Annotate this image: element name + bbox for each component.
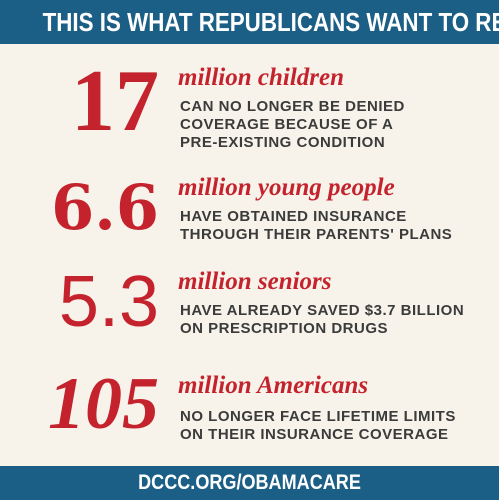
stat-description-line: COVERAGE BECAUSE OF A bbox=[180, 116, 394, 133]
footer-banner: DCCC.ORG/OBAMACARE bbox=[0, 466, 499, 500]
stat-number: 6.6 bbox=[51, 171, 159, 244]
footer-url[interactable]: DCCC.ORG/OBAMACARE bbox=[138, 471, 361, 494]
stat-lead: million young people bbox=[178, 174, 395, 201]
stat-lead: million children bbox=[178, 64, 345, 91]
stat-lead: million Americans bbox=[178, 372, 369, 399]
stat-number: 5.3 bbox=[58, 262, 159, 342]
stat-description-line: NO LONGER FACE LIFETIME LIMITS bbox=[180, 408, 456, 425]
stat-description-line: HAVE OBTAINED INSURANCE bbox=[180, 208, 407, 225]
stat-young-people: 6.6 million young people HAVE OBTAINED I… bbox=[0, 170, 499, 250]
stat-description-line: CAN NO LONGER BE DENIED bbox=[180, 98, 405, 115]
stat-americans: 105 million Americans NO LONGER FACE LIF… bbox=[0, 363, 499, 456]
stat-description-line: HAVE ALREADY SAVED $3.7 BILLION bbox=[180, 302, 465, 319]
header-title: THIS IS WHAT REPUBLICANS WANT TO REPEAL bbox=[42, 7, 499, 37]
stat-description-line: THROUGH THEIR PARENTS' PLANS bbox=[180, 226, 453, 243]
stat-description: HAVE ALREADY SAVED $3.7 BILLION ON PRESC… bbox=[180, 302, 464, 338]
stat-number: 105 bbox=[48, 363, 159, 445]
stat-description: NO LONGER FACE LIFETIME LIMITS ON THEIR … bbox=[180, 408, 456, 444]
stat-description-line: ON THEIR INSURANCE COVERAGE bbox=[180, 426, 449, 443]
stat-children: 17 million children CAN NO LONGER BE DEN… bbox=[0, 53, 499, 160]
stat-description: HAVE OBTAINED INSURANCE THROUGH THEIR PA… bbox=[180, 208, 452, 244]
header-banner: THIS IS WHAT REPUBLICANS WANT TO REPEAL bbox=[0, 0, 499, 44]
stat-description-line: PRE-EXISTING CONDITION bbox=[180, 134, 386, 151]
stat-lead: million seniors bbox=[178, 268, 332, 295]
stat-description-line: ON PRESCRIPTION DRUGS bbox=[180, 320, 389, 337]
stat-number: 17 bbox=[71, 53, 159, 150]
stat-seniors: 5.3 million seniors HAVE ALREADY SAVED $… bbox=[0, 262, 499, 344]
stat-description: CAN NO LONGER BE DENIED COVERAGE BECAUSE… bbox=[180, 98, 405, 152]
